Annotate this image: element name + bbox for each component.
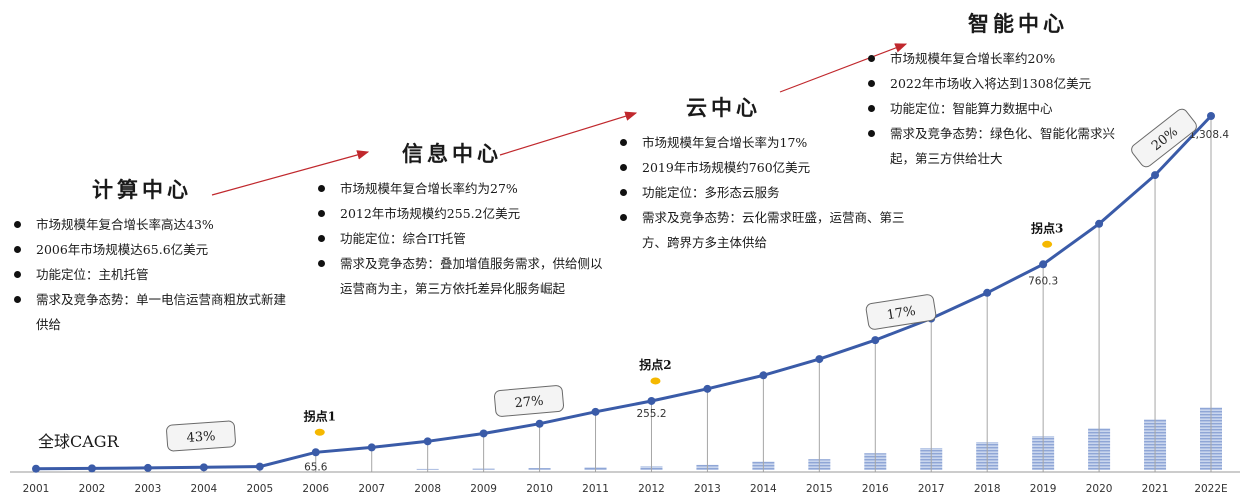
x-tick-label: 2003 xyxy=(135,483,162,495)
turning-point-marker xyxy=(1042,240,1053,248)
x-tick-label: 2013 xyxy=(694,483,721,495)
turning-point-marker xyxy=(650,377,661,385)
x-tick-label: 2004 xyxy=(190,483,217,495)
phase-bullet: 2006年市场规模达65.6亿美元 xyxy=(12,237,292,262)
cagr-value: 43% xyxy=(186,429,216,446)
data-point xyxy=(647,396,656,405)
series-line xyxy=(35,114,1213,471)
phase-title: 信息中心 xyxy=(402,141,502,166)
phase-bullet: 市场规模年复合增长率高达43% xyxy=(12,212,292,237)
phase-block-information: 信息中心 市场规模年复合增长率约为27% 2012年市场规模约255.2亿美元 … xyxy=(316,138,606,301)
data-label: 1,308.4 xyxy=(1189,129,1229,141)
data-point xyxy=(591,407,600,416)
phase-bullet: 2022年市场收入将达到1308亿美元 xyxy=(866,71,1136,96)
phase-bullet: 需求及竞争态势：云化需求旺盛，运营商、第三方、跨界方多主体供给 xyxy=(618,205,908,255)
data-point xyxy=(1151,171,1160,180)
data-label: 255.2 xyxy=(636,408,666,420)
phase-arrow-2 xyxy=(499,111,638,156)
turning-point-label: 拐点3 xyxy=(1031,220,1063,235)
cagr-box-frame xyxy=(493,385,565,417)
phase-bullet: 功能定位：智能算力数据中心 xyxy=(866,96,1136,121)
phase-bullet: 需求及竞争态势：单一电信运营商粗放式新建供给 xyxy=(12,287,292,337)
cagr-box: 43% xyxy=(166,420,236,452)
data-point xyxy=(423,437,432,446)
phase-title: 智能中心 xyxy=(968,11,1068,36)
x-tick-label: 2006 xyxy=(302,483,329,495)
x-tick-label: 2010 xyxy=(526,483,553,495)
data-point xyxy=(759,371,768,380)
phase-bullet: 功能定位：多形态云服务 xyxy=(618,180,908,205)
data-label: 65.6 xyxy=(304,461,328,473)
x-tick-label: 2016 xyxy=(862,483,889,495)
phase-arrow-3 xyxy=(779,43,908,93)
phase-bullet: 需求及竞争态势：叠加增值服务需求，供给侧以运营商为主，第三方依托差异化服务崛起 xyxy=(316,251,606,301)
data-point xyxy=(1095,219,1104,228)
x-tick-label: 2020 xyxy=(1086,483,1113,495)
turning-point-marker xyxy=(314,428,325,436)
cagr-box: 27% xyxy=(493,385,565,417)
x-tick-label: 2014 xyxy=(750,483,777,495)
phase-block-cloud: 云中心 市场规模年复合增长率为17% 2019年市场规模约760亿美元 功能定位… xyxy=(618,92,908,255)
cagr-value: 17% xyxy=(886,304,917,323)
cagr-axis-label: 全球CAGR xyxy=(38,432,119,451)
data-point xyxy=(983,288,992,297)
x-tick-label: 2005 xyxy=(246,483,273,495)
data-point xyxy=(1039,260,1048,269)
x-tick-label: 2001 xyxy=(23,483,50,495)
cagr-box: 20% xyxy=(1131,108,1197,168)
cagr-value: 27% xyxy=(514,394,544,411)
phase-bullet: 市场规模年复合增长率约为27% xyxy=(316,176,606,201)
phase-bullet: 2019年市场规模约760亿美元 xyxy=(618,155,908,180)
phase-arrow-1 xyxy=(211,150,370,196)
x-tick-label: 2017 xyxy=(918,483,945,495)
data-point xyxy=(535,419,544,428)
data-point xyxy=(255,462,264,471)
data-point xyxy=(32,464,40,473)
data-point xyxy=(367,443,376,452)
cagr-box-frame xyxy=(1131,108,1197,168)
phase-bullet: 2012年市场规模约255.2亿美元 xyxy=(316,201,606,226)
data-point xyxy=(479,429,488,438)
phase-bullet: 功能定位：综合IT托管 xyxy=(316,226,606,251)
phase-block-compute: 计算中心 市场规模年复合增长率高达43% 2006年市场规模达65.6亿美元 功… xyxy=(12,174,292,337)
x-tick-label: 2015 xyxy=(806,483,833,495)
data-point xyxy=(1207,112,1215,120)
phase-block-intelligent: 智能中心 市场规模年复合增长率约20% 2022年市场收入将达到1308亿美元 … xyxy=(866,8,1136,171)
phase-bullet: 需求及竞争态势：绿色化、智能化需求兴起，第三方供给壮大 xyxy=(866,121,1136,171)
data-point xyxy=(199,463,208,472)
phase-title: 计算中心 xyxy=(92,177,192,202)
phase-bullet: 功能定位：主机托管 xyxy=(12,262,292,287)
cagr-box: 17% xyxy=(865,294,937,330)
x-tick-label: 2012 xyxy=(638,483,665,495)
x-tick-label: 2002 xyxy=(79,483,106,495)
x-tick-label: 2022E xyxy=(1194,483,1227,495)
x-tick-label: 2009 xyxy=(470,483,497,495)
x-tick-label: 2021 xyxy=(1142,483,1169,495)
cagr-box-frame xyxy=(865,294,937,330)
phase-bullet: 市场规模年复合增长率约20% xyxy=(866,46,1136,71)
x-tick-label: 2008 xyxy=(414,483,441,495)
phase-title: 云中心 xyxy=(686,95,761,120)
turning-point-label: 拐点2 xyxy=(639,357,671,372)
x-tick-label: 2011 xyxy=(582,483,609,495)
turning-point-label: 拐点1 xyxy=(304,408,336,423)
x-tick-label: 2007 xyxy=(358,483,385,495)
data-point xyxy=(143,463,152,472)
data-point xyxy=(87,464,96,473)
phase-bullet: 市场规模年复合增长率为17% xyxy=(618,130,908,155)
data-point xyxy=(871,336,880,345)
data-point xyxy=(815,355,824,364)
cagr-box-frame xyxy=(166,420,236,452)
data-point xyxy=(311,448,320,457)
x-tick-label: 2019 xyxy=(1030,483,1057,495)
data-point xyxy=(703,384,712,393)
x-tick-label: 2018 xyxy=(974,483,1001,495)
data-label: 760.3 xyxy=(1028,275,1058,287)
